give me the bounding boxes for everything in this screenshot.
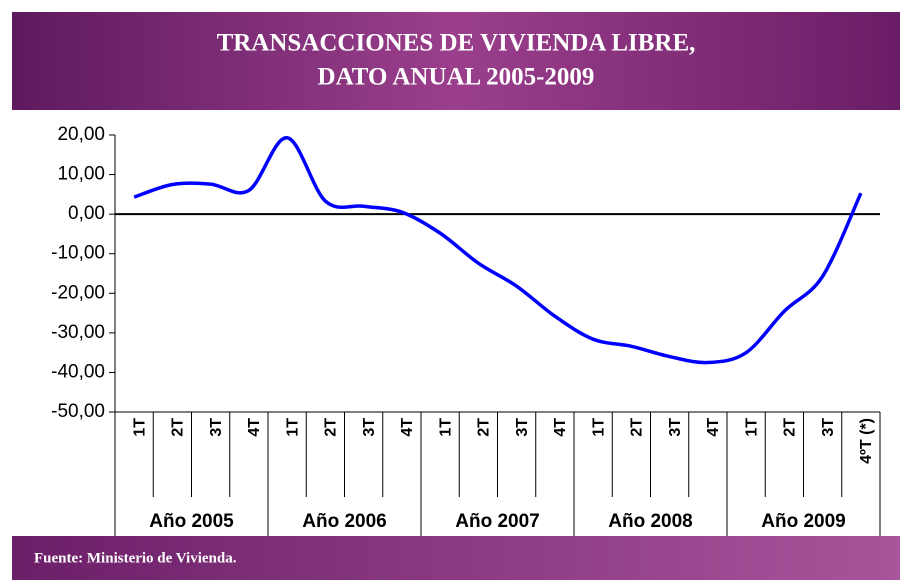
y-tick-label: -10,00: [51, 243, 105, 264]
line: [133, 136, 863, 365]
y-tick-label: -20,00: [51, 282, 105, 303]
group-label: Año 2007: [455, 511, 539, 532]
source-banner: [12, 536, 900, 580]
x-tick-label: 3T: [208, 418, 225, 437]
y-tick-label: -30,00: [51, 322, 105, 343]
x-tick-label: 4T: [246, 418, 263, 437]
x-tick-label: 3T: [514, 418, 531, 437]
x-tick-label: 4T: [552, 418, 569, 437]
x-tick-label: 2T: [629, 418, 646, 437]
y-tick-label: -50,00: [51, 401, 105, 422]
x-tick-label: 4T: [399, 418, 416, 437]
group-label: Año 2006: [302, 511, 386, 532]
x-tick-label: 1T: [590, 418, 607, 437]
x-tick-label: 1T: [437, 418, 454, 437]
source: Fuente: Ministerio de Vivienda.: [34, 550, 237, 566]
x-tick-label: 1T: [743, 418, 760, 437]
x-tick-label: 3T: [361, 418, 378, 437]
x-tick-label: 2T: [782, 418, 799, 437]
x-tick-label: 3T: [667, 418, 684, 437]
x-tick-label: 4ºT (*): [858, 418, 875, 464]
chart-title: TRANSACCIONES DE VIVIENDA LIBRE,: [217, 30, 696, 57]
x-tick-label: 1T: [131, 418, 148, 437]
x-tick-label: 2T: [476, 418, 493, 437]
group-label: Año 2009: [761, 511, 845, 532]
x-tick-label: 4T: [705, 418, 722, 437]
y-tick-label: -40,00: [51, 361, 105, 382]
y-tick-label: 20,00: [57, 124, 105, 145]
group-label: Año 2008: [608, 511, 692, 532]
x-tick-label: 1T: [284, 418, 301, 437]
chart-title: DATO ANUAL 2005-2009: [318, 64, 595, 91]
x-tick-label: 2T: [323, 418, 340, 437]
x-tick-label: 2T: [170, 418, 187, 437]
x-tick-label: 3T: [820, 418, 837, 437]
group-label: Año 2005: [149, 511, 234, 532]
y-tick-label: 0,00: [68, 203, 105, 224]
y-tick-label: 10,00: [57, 164, 105, 185]
title-banner: [12, 12, 900, 110]
